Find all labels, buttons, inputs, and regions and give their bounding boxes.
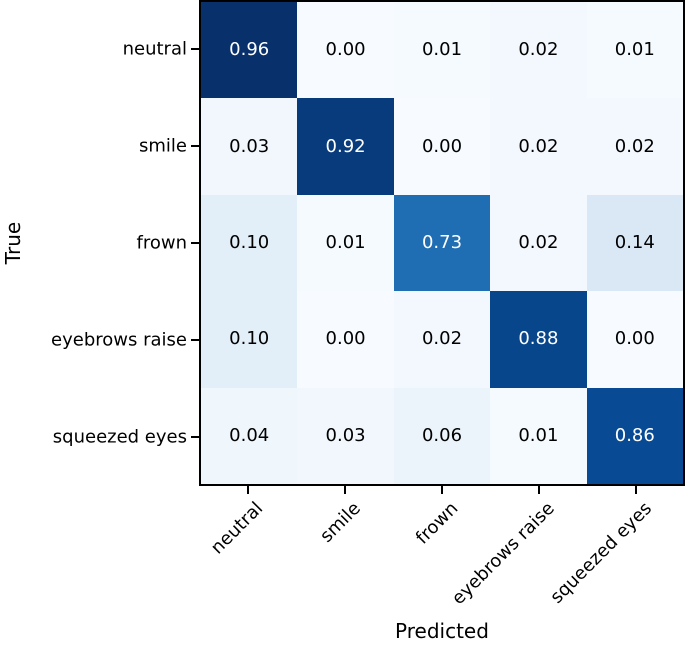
y-tick-mark	[191, 47, 199, 50]
matrix-cell: 0.00	[393, 98, 491, 195]
matrix-cell: 0.73	[393, 194, 491, 292]
matrix-cell: 0.06	[393, 387, 491, 484]
x-tick-mark	[538, 486, 541, 494]
matrix-cell: 0.00	[586, 291, 683, 388]
y-tick-mark	[191, 144, 199, 147]
x-axis-title: Predicted	[395, 619, 489, 643]
matrix-cell: 0.03	[201, 98, 298, 195]
matrix-cell: 0.01	[297, 194, 394, 292]
y-tick-label: squeezed eyes	[52, 426, 187, 448]
matrix-cell: 0.01	[393, 2, 491, 99]
matrix-cell: 0.01	[586, 2, 683, 99]
matrix-cell: 0.10	[201, 291, 298, 388]
x-tick-label: squeezed eyes	[546, 498, 657, 608]
x-tick-label: smile	[315, 498, 365, 547]
x-tick-mark	[246, 486, 249, 494]
y-tick-label: eyebrows raise	[51, 329, 187, 351]
x-tick-mark	[441, 486, 443, 494]
y-tick-mark	[191, 436, 199, 439]
matrix-cell: 0.02	[490, 194, 587, 292]
matrix-cell: 0.86	[586, 387, 683, 484]
matrix-cell: 0.88	[490, 291, 587, 388]
y-tick-label: neutral	[122, 38, 187, 60]
x-tick-label: neutral	[207, 498, 268, 559]
confusion-matrix-heatmap: 0.96 0.00 0.01 0.02 0.01 0.03 0.92 0.00 0.02 0.02…	[199, 0, 685, 486]
matrix-cell: 0.02	[490, 2, 587, 99]
matrix-cell: 0.14	[586, 194, 683, 292]
matrix-cell: 0.03	[297, 387, 394, 484]
matrix-cell: 0.02	[586, 98, 683, 195]
matrix-cell: 0.96	[201, 2, 298, 99]
x-tick-mark	[635, 486, 638, 494]
matrix-cell: 0.04	[201, 387, 298, 484]
matrix-cell: 0.02	[393, 291, 491, 388]
matrix-cell: 0.02	[490, 98, 587, 195]
y-tick-label: smile	[139, 135, 187, 157]
y-tick-mark	[191, 339, 199, 342]
matrix-cell: 0.10	[201, 194, 298, 292]
x-tick-label: eyebrows raise	[448, 498, 560, 609]
matrix-cell: 0.92	[297, 98, 394, 195]
x-tick-label: frown	[411, 498, 462, 549]
matrix-cell: 0.00	[297, 2, 394, 99]
matrix-cell: 0.00	[297, 291, 394, 388]
y-tick-mark	[191, 242, 199, 244]
x-tick-mark	[343, 486, 346, 494]
y-tick-label: frown	[136, 232, 187, 254]
matrix-cell: 0.01	[490, 387, 587, 484]
